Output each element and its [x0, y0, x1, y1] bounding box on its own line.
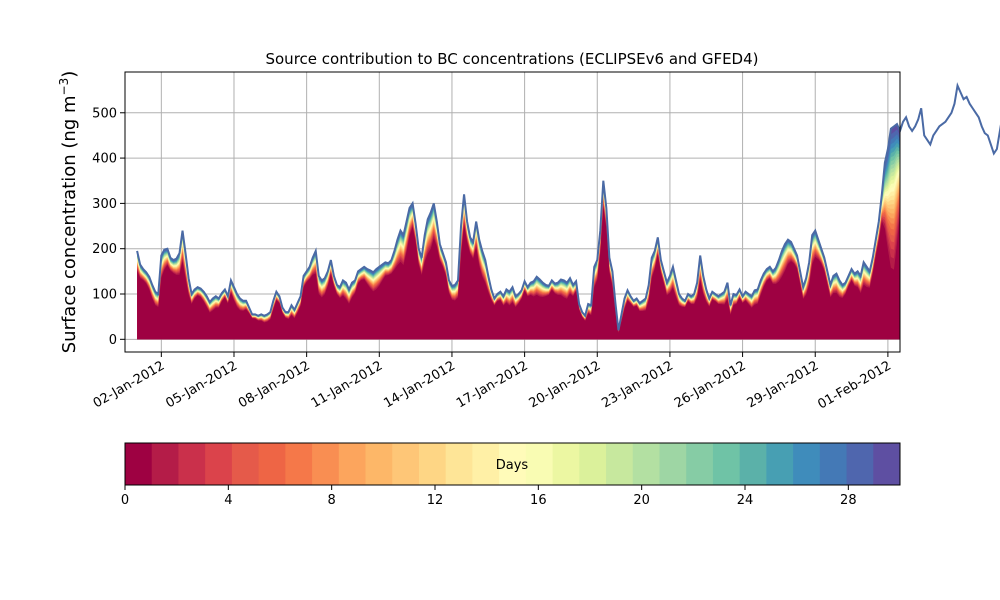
colorbar-tick-label: 8 — [328, 493, 336, 508]
chart-title: Source contribution to BC concentrations… — [265, 50, 758, 68]
colorbar-swatch — [338, 443, 367, 485]
colorbar-swatch — [712, 443, 741, 485]
colorbar-swatch — [231, 443, 260, 485]
x-tick-label: 20-Jan-2012 — [527, 358, 604, 411]
colorbar-tick-label: 4 — [224, 493, 232, 508]
colorbar-swatch — [846, 443, 874, 485]
x-tick-label: 26-Jan-2012 — [672, 358, 749, 411]
x-tick-label: 01-Feb-2012 — [815, 358, 894, 412]
colorbar-swatch — [606, 443, 634, 485]
colorbar-swatch — [525, 443, 554, 485]
x-tick-label: 23-Jan-2012 — [599, 358, 676, 411]
colorbar-tick-label: 16 — [530, 493, 547, 508]
y-tick-label: 100 — [92, 288, 117, 303]
x-tick-label: 29-Jan-2012 — [745, 358, 822, 411]
y-tick-label: 500 — [92, 106, 117, 121]
colorbar-tick-label: 0 — [121, 493, 129, 508]
colorbar-swatch — [418, 443, 447, 485]
x-tick-label: 02-Jan-2012 — [91, 358, 168, 411]
colorbar-label: Days — [496, 458, 529, 473]
colorbar-swatch — [312, 443, 340, 485]
colorbar-swatch — [552, 443, 580, 485]
colorbar-swatch — [178, 443, 206, 485]
age-band-area — [137, 207, 900, 340]
y-tick-label: 200 — [92, 242, 117, 257]
colorbar-swatch — [873, 443, 901, 485]
colorbar-swatch — [472, 443, 500, 485]
x-tick-label: 08-Jan-2012 — [236, 358, 313, 411]
colorbar-swatch — [258, 443, 286, 485]
colorbar-swatch — [579, 443, 607, 485]
colorbar-swatch — [285, 443, 313, 485]
colorbar-swatch — [205, 443, 233, 485]
y-tick-label: 400 — [92, 152, 117, 167]
colorbar-tick-label: 20 — [633, 493, 650, 508]
colorbar-tick-label: 28 — [840, 493, 857, 508]
colorbar-swatch — [686, 443, 714, 485]
colorbar-swatch — [632, 443, 660, 485]
colorbar-swatch — [766, 443, 794, 485]
y-axis: 0 100 200 300 400 500 — [92, 106, 125, 348]
y-axis-label-close: ) — [59, 71, 80, 78]
colorbar-swatch — [151, 443, 179, 485]
colorbar-swatch — [365, 443, 393, 485]
y-axis-label-main: Surface concentration (ng m — [59, 95, 80, 353]
colorbar-swatch — [499, 443, 527, 485]
colorbar-swatch — [659, 443, 687, 485]
x-tick-label: 05-Jan-2012 — [163, 358, 240, 411]
colorbar-swatch — [793, 443, 821, 485]
area-layers — [137, 124, 900, 340]
colorbar-tick-label: 12 — [427, 493, 444, 508]
plot-frame — [124, 71, 901, 353]
y-axis-label-superscript: −3 — [57, 78, 71, 96]
colorbar-swatch — [392, 443, 420, 485]
colorbar-tick-label: 24 — [737, 493, 754, 508]
colorbar — [125, 443, 901, 485]
colorbar-swatch — [739, 443, 767, 485]
y-tick-label: 300 — [92, 197, 117, 212]
x-tick-label: 14-Jan-2012 — [381, 358, 458, 411]
colorbar-swatch — [819, 443, 848, 485]
y-tick-label: 0 — [109, 333, 117, 348]
colorbar-axis: 0 4 8 12 16 20 24 28 — [121, 485, 857, 508]
colorbar-swatch — [125, 443, 153, 485]
y-axis-label: Surface concentration (ng m−3) — [57, 71, 80, 354]
colorbar-swatch — [445, 443, 473, 485]
total-line — [136, 82, 1000, 331]
x-tick-label: 17-Jan-2012 — [454, 358, 531, 411]
colorbar-frame — [124, 442, 901, 486]
x-axis: 02-Jan-201205-Jan-201208-Jan-201211-Jan-… — [91, 352, 894, 412]
x-tick-label: 11-Jan-2012 — [309, 358, 386, 411]
